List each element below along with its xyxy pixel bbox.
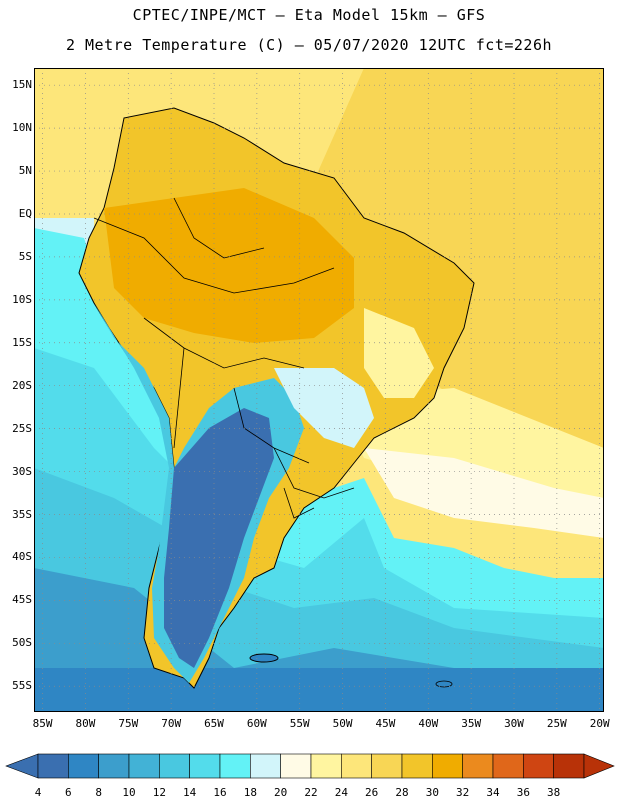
colorbar-level-label: 8 bbox=[95, 786, 102, 799]
lat-tick-label: 15S bbox=[12, 335, 32, 349]
colorbar-level-label: 16 bbox=[213, 786, 227, 799]
lat-tick-label: 45S bbox=[12, 593, 32, 607]
lat-tick-label: 10S bbox=[12, 292, 32, 306]
title-variable: 2 Metre Temperature (C) – 05/07/2020 12U… bbox=[65, 36, 553, 54]
lon-tick-label: 25W bbox=[546, 717, 567, 730]
lat-tick-label: 50S bbox=[12, 636, 32, 650]
colorbar-high-arrow bbox=[583, 753, 615, 779]
lat-tick-label: 20S bbox=[12, 378, 32, 392]
colorbar-swatch bbox=[310, 753, 342, 779]
country-borders bbox=[93, 197, 355, 519]
south-georgia-island bbox=[435, 680, 453, 688]
lon-tick-label: 50W bbox=[332, 717, 353, 730]
lat-tick-label: EQ bbox=[18, 206, 32, 220]
lat-tick-label: 35S bbox=[12, 507, 32, 521]
falklands-islands bbox=[249, 653, 279, 663]
colorbar-swatch bbox=[189, 753, 221, 779]
colorbar-level-label: 36 bbox=[516, 786, 530, 799]
map-panel[interactable] bbox=[34, 68, 604, 712]
colorbar-level-label: 18 bbox=[243, 786, 257, 799]
colorbar-swatch bbox=[159, 753, 190, 779]
colorbar-swatch bbox=[280, 753, 312, 779]
field-land-30 bbox=[104, 188, 354, 343]
colorbar-swatch bbox=[341, 753, 372, 779]
temperature-map[interactable] bbox=[34, 68, 604, 712]
lon-tick-label: 40W bbox=[418, 717, 439, 730]
colorbar-level-label: 20 bbox=[274, 786, 288, 799]
lon-tick-label: 70W bbox=[161, 717, 182, 730]
colorbar-swatch bbox=[492, 753, 524, 779]
colorbar-low-arrow bbox=[5, 753, 39, 779]
lon-tick-label: 75W bbox=[118, 717, 139, 730]
colorbar-level-label: 32 bbox=[456, 786, 470, 799]
colorbar-swatch bbox=[37, 753, 69, 779]
colorbar-level-label: 10 bbox=[122, 786, 136, 799]
colorbar-level-label: 26 bbox=[365, 786, 379, 799]
colorbar-swatch bbox=[98, 753, 130, 779]
colorbar-level-label: 12 bbox=[152, 786, 166, 799]
lon-tick-label: 65W bbox=[204, 717, 224, 730]
field-band-8 bbox=[34, 668, 604, 712]
colorbar-swatch bbox=[432, 753, 463, 779]
colorbar-swatch bbox=[371, 753, 403, 779]
lon-tick-label: 45W bbox=[375, 717, 396, 730]
colorbar-swatch bbox=[553, 753, 585, 779]
lon-tick-label: 20W bbox=[589, 717, 610, 730]
lat-tick-label: 30S bbox=[12, 464, 32, 478]
lon-tick-label: 55W bbox=[289, 717, 310, 730]
colorbar-swatch bbox=[462, 753, 494, 779]
colorbar-level-label: 38 bbox=[547, 786, 561, 799]
field-land-4 bbox=[164, 408, 274, 668]
colorbar-level-label: 22 bbox=[304, 786, 318, 799]
colorbar-level-label: 34 bbox=[486, 786, 500, 799]
colorbar-level-label: 24 bbox=[334, 786, 348, 799]
lon-tick-label: 60W bbox=[246, 717, 267, 730]
colorbar-swatch bbox=[250, 753, 281, 779]
colorbar bbox=[5, 753, 615, 779]
lat-tick-label: 5N bbox=[18, 164, 32, 178]
map-border bbox=[34, 68, 604, 712]
field-band-22 bbox=[364, 448, 604, 538]
lat-tick-label: 55S bbox=[12, 679, 32, 693]
graticule bbox=[34, 68, 604, 712]
colorbar-swatch bbox=[68, 753, 99, 779]
colorbar-level-label: 14 bbox=[183, 786, 197, 799]
lat-tick-label: 40S bbox=[12, 550, 32, 564]
lon-tick-label: 85W bbox=[32, 717, 53, 730]
lat-tick-label: 10N bbox=[12, 121, 32, 135]
colorbar-level-label: 4 bbox=[34, 786, 42, 799]
lon-tick-label: 30W bbox=[504, 717, 524, 730]
colorbar-swatch bbox=[128, 753, 160, 779]
colorbar-level-label: 28 bbox=[395, 786, 409, 799]
lat-tick-label: 25S bbox=[12, 421, 32, 435]
field-land-24 bbox=[364, 308, 434, 398]
colorbar-level-label: 6 bbox=[65, 786, 72, 799]
lat-tick-label: 5S bbox=[18, 249, 32, 263]
colorbar-swatch bbox=[219, 753, 251, 779]
field-land-18 bbox=[274, 368, 374, 448]
colorbar-swatch bbox=[523, 753, 554, 779]
colorbar-level-label: 30 bbox=[425, 786, 439, 799]
title-model: CPTEC/INPE/MCT – Eta Model 15km – GFS bbox=[132, 6, 486, 24]
colorbar-swatch bbox=[401, 753, 433, 779]
lat-tick-label: 15N bbox=[12, 78, 32, 92]
lon-tick-label: 35W bbox=[461, 717, 482, 730]
lon-tick-label: 80W bbox=[75, 717, 96, 730]
